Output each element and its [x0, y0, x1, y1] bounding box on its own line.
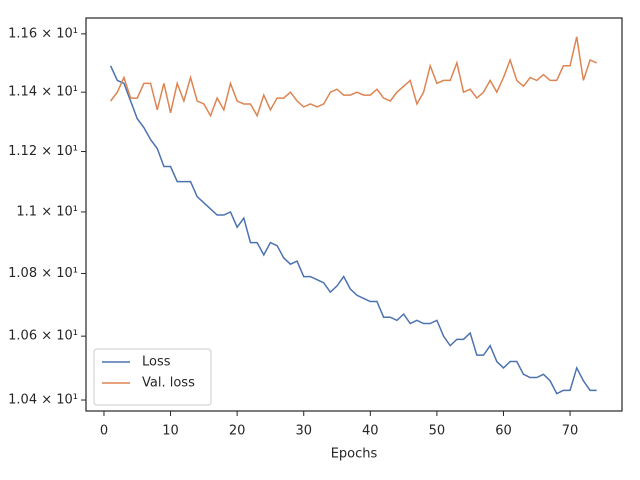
y-tick-label: 1.16 × 10¹: [8, 26, 78, 41]
x-tick-label: 20: [229, 424, 246, 439]
x-tick-label: 30: [295, 424, 312, 439]
line-series: [109, 65, 597, 395]
y-tick-label: 1.12 × 10¹: [8, 144, 78, 159]
y-tick-label: 1.06 × 10¹: [8, 329, 78, 344]
y-tick-label: 1.08 × 10¹: [8, 266, 78, 281]
y-tick-label: 1.1 × 10¹: [16, 204, 78, 219]
x-axis-label: Epochs: [331, 447, 378, 462]
legend-label: Loss: [142, 355, 171, 370]
x-tick-label: 10: [162, 424, 179, 439]
x-tick-label: 60: [495, 424, 512, 439]
x-tick-label: 70: [562, 424, 579, 439]
plot-frame: [85, 17, 623, 412]
line-series: [110, 36, 597, 118]
x-tick-label: 0: [100, 424, 108, 439]
legend-label: Val. loss: [142, 376, 195, 391]
y-tick-label: 1.04 × 10¹: [8, 393, 78, 408]
x-tick-label: 50: [429, 424, 446, 439]
x-tick-label: 40: [362, 424, 379, 439]
y-tick-label: 1.14 × 10¹: [8, 85, 78, 100]
legend-box: [93, 348, 212, 406]
